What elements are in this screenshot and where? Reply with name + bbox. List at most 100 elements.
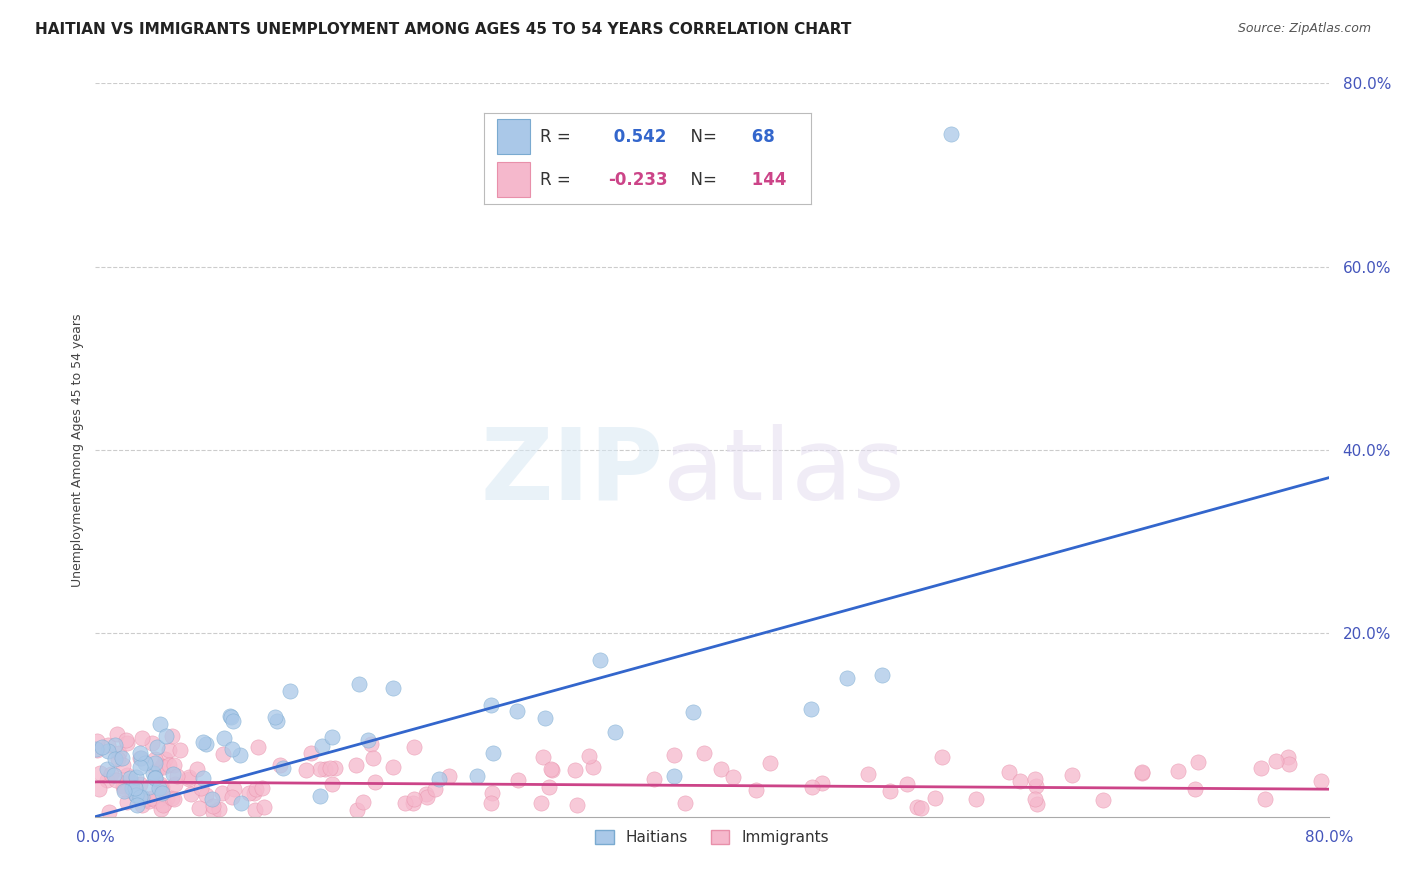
Point xyxy=(84,742,107,756)
Point xyxy=(465,769,488,783)
Point xyxy=(120,771,142,785)
Point xyxy=(131,731,153,746)
Point xyxy=(163,777,186,791)
Point xyxy=(112,783,135,797)
Point xyxy=(117,736,139,750)
Point xyxy=(143,771,166,785)
Point xyxy=(208,802,231,816)
Point xyxy=(481,796,503,810)
Point xyxy=(124,771,146,785)
Point xyxy=(211,786,233,800)
Point xyxy=(423,781,446,796)
Point xyxy=(128,760,150,774)
Point xyxy=(195,789,218,803)
Point xyxy=(837,671,859,685)
Point xyxy=(97,738,120,752)
Point xyxy=(321,730,343,744)
Point xyxy=(121,780,143,795)
Point xyxy=(150,758,173,772)
Point xyxy=(97,744,120,758)
Point xyxy=(402,796,425,810)
Point xyxy=(252,781,274,796)
Point xyxy=(266,714,288,728)
Point xyxy=(90,740,112,755)
Point xyxy=(153,797,176,812)
Point xyxy=(1278,757,1301,772)
Point xyxy=(427,772,450,787)
Point xyxy=(273,761,295,775)
Point xyxy=(565,798,588,813)
Point xyxy=(361,751,384,765)
Point xyxy=(104,772,127,787)
Point xyxy=(201,798,224,813)
Point xyxy=(222,714,245,728)
Point xyxy=(582,760,605,774)
Point xyxy=(308,762,330,776)
Point xyxy=(810,776,832,790)
Point xyxy=(162,791,184,805)
Point xyxy=(214,731,236,745)
Text: Source: ZipAtlas.com: Source: ZipAtlas.com xyxy=(1237,22,1371,36)
Legend: Haitians, Immigrants: Haitians, Immigrants xyxy=(588,822,837,853)
Point xyxy=(219,710,242,724)
Point xyxy=(1008,774,1031,789)
Point xyxy=(105,727,128,741)
Point xyxy=(481,746,503,760)
Point xyxy=(112,780,135,794)
Point xyxy=(104,738,127,752)
Point xyxy=(124,789,146,803)
Point xyxy=(103,768,125,782)
Point xyxy=(662,769,685,783)
Point xyxy=(142,765,165,780)
Point xyxy=(129,776,152,790)
Point xyxy=(1264,755,1286,769)
Point xyxy=(157,743,180,757)
Point xyxy=(538,780,561,794)
Point xyxy=(98,805,121,819)
Point xyxy=(603,725,626,739)
Point xyxy=(163,757,186,772)
Point xyxy=(352,795,374,809)
Point xyxy=(141,790,163,805)
Point xyxy=(129,747,152,761)
Point xyxy=(589,653,612,667)
Point xyxy=(402,740,425,755)
Point xyxy=(437,769,460,783)
Point xyxy=(238,786,260,800)
Point xyxy=(86,734,108,748)
Point xyxy=(150,786,173,800)
Point xyxy=(346,804,368,818)
Point xyxy=(145,764,167,778)
Point xyxy=(96,762,118,776)
Point xyxy=(120,774,142,789)
Point xyxy=(1130,766,1153,780)
Point xyxy=(131,789,153,804)
Point xyxy=(905,799,928,814)
Text: ZIP: ZIP xyxy=(479,424,664,521)
Point xyxy=(344,758,367,772)
Point xyxy=(1024,772,1046,786)
Point xyxy=(108,747,131,761)
Point xyxy=(1250,761,1272,775)
Point xyxy=(115,733,138,747)
Point xyxy=(682,705,704,719)
Point xyxy=(245,782,267,797)
Point xyxy=(534,711,557,725)
Point xyxy=(138,794,160,808)
Point xyxy=(758,756,780,771)
Point xyxy=(186,762,208,776)
Point xyxy=(201,792,224,806)
Point xyxy=(107,752,129,766)
Point xyxy=(221,790,243,805)
Point xyxy=(143,756,166,770)
Point xyxy=(578,749,600,764)
Point xyxy=(506,704,529,718)
Point xyxy=(643,772,665,786)
Point xyxy=(96,772,118,787)
Point xyxy=(481,786,503,800)
Point xyxy=(710,763,733,777)
Point xyxy=(1254,792,1277,806)
Point xyxy=(190,781,212,796)
Point xyxy=(381,681,404,695)
Point xyxy=(541,763,564,777)
